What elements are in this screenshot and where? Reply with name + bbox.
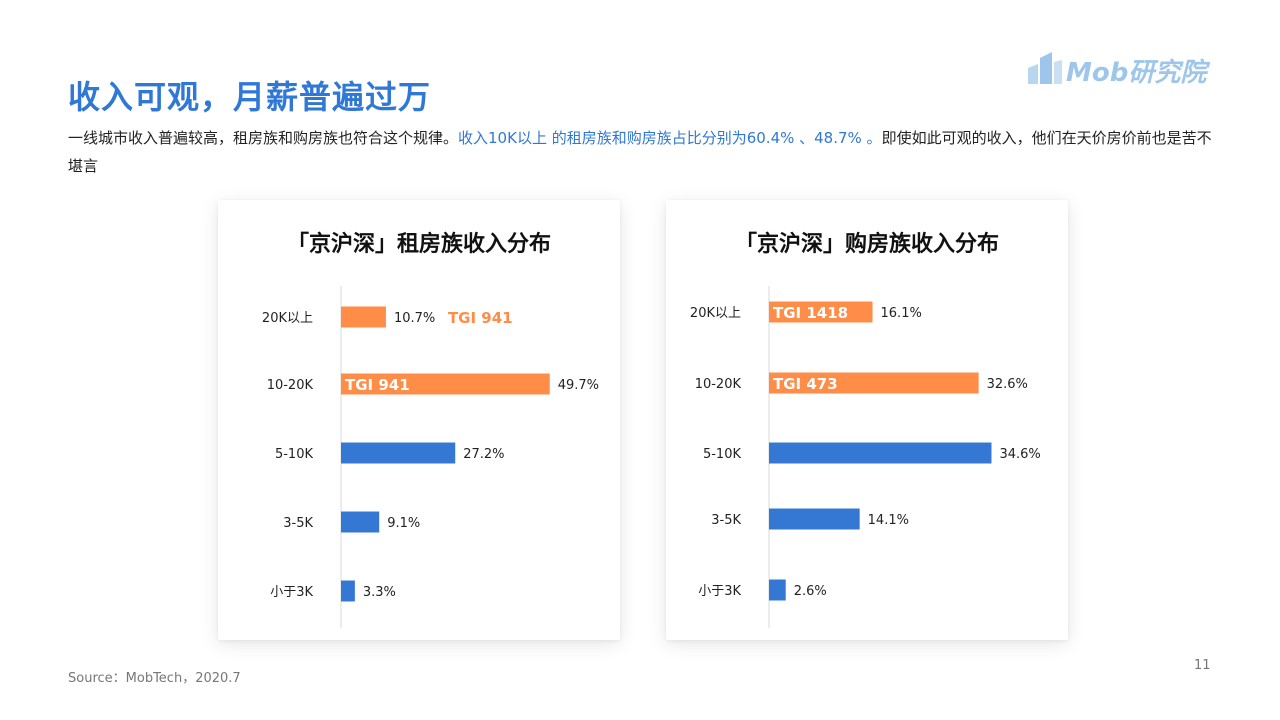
intro-paragraph: 一线城市收入普遍较高，租房族和购房族也符合这个规律。收入10K以上 的租房族和购… <box>68 124 1218 180</box>
bar <box>769 442 992 464</box>
value-label: 2.6% <box>794 584 827 599</box>
logo-text: Mob研究院 <box>1066 58 1207 88</box>
bar <box>769 579 786 601</box>
category-label: 5-10K <box>275 447 314 462</box>
page-number: 11 <box>1194 658 1211 673</box>
category-label: 10-20K <box>695 377 742 392</box>
bar <box>341 511 380 533</box>
category-label: 3-5K <box>283 516 313 531</box>
category-label: 小于3K <box>270 585 313 600</box>
rent-income-bar-chart: 20K以上 10.7% TGI 941 10-20K 49.7% TGI 941 5-10K… <box>262 286 599 628</box>
mob-logo: Mob研究院 <box>1026 46 1226 88</box>
category-label: 5-10K <box>703 447 742 462</box>
intro-highlight: 收入10K以上 的租房族和购房族占比分别为60.4% 、48.7% 。 <box>458 129 882 147</box>
category-label: 3-5K <box>711 513 741 528</box>
bar <box>769 301 873 323</box>
value-label: 49.7% <box>558 378 599 393</box>
category-label: 20K以上 <box>262 311 313 326</box>
bar <box>769 372 979 394</box>
value-label: 16.1% <box>881 306 922 321</box>
bar <box>341 306 386 328</box>
value-label: 3.3% <box>363 585 396 600</box>
value-label: 14.1% <box>868 513 909 528</box>
category-label: 小于3K <box>698 584 741 599</box>
tgi-label: TGI 473 <box>773 375 838 393</box>
category-label: 10-20K <box>267 378 314 393</box>
bar <box>341 580 355 602</box>
page-title: 收入可观，月薪普遍过万 <box>68 78 432 116</box>
intro-text-2: 即使如此可观的收入，他们在天价房价前也是苦不堪言 <box>68 129 1212 175</box>
value-label: 9.1% <box>387 516 420 531</box>
bar <box>341 442 456 464</box>
chart-title: 「京沪深」租房族收入分布 <box>286 232 551 257</box>
value-label: 10.7% <box>394 311 435 326</box>
value-label: 27.2% <box>463 447 504 462</box>
source-note: Source：MobTech，2020.7 <box>68 671 241 686</box>
tgi-label: TGI 941 <box>345 376 410 394</box>
bar <box>769 508 860 530</box>
chart-title: 「京沪深」购房族收入分布 <box>734 232 999 257</box>
building-icon <box>1028 52 1062 84</box>
buy-income-chart-card: 「京沪深」购房族收入分布 20K以上 16.1% TGI 1418 10-20K 32.… <box>666 200 1068 640</box>
tgi-label: TGI 941 <box>448 309 513 327</box>
category-label: 20K以上 <box>690 306 741 321</box>
buy-income-bar-chart: 20K以上 16.1% TGI 1418 10-20K 32.6% TGI 473 5-10… <box>690 286 1041 628</box>
tgi-label: TGI 1418 <box>773 304 848 322</box>
rent-income-chart-card: 「京沪深」租房族收入分布 20K以上 10.7% TGI 941 10-20K 49.7… <box>218 200 620 640</box>
bar <box>341 373 550 395</box>
value-label: 32.6% <box>987 377 1028 392</box>
intro-text-1: 一线城市收入普遍较高，租房族和购房族也符合这个规律。 <box>68 129 459 147</box>
value-label: 34.6% <box>999 447 1040 462</box>
